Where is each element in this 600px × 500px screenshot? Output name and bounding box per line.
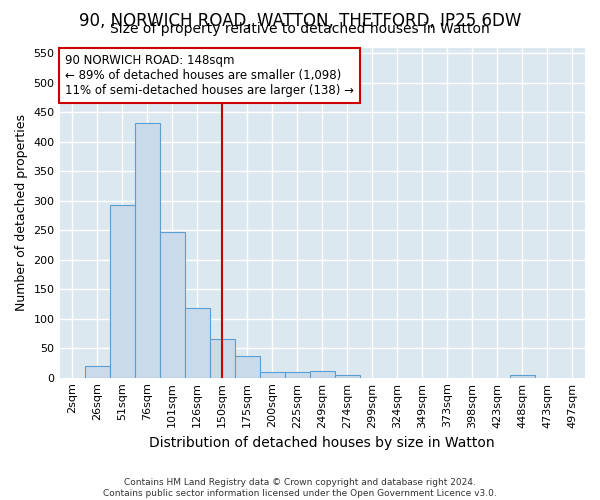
- Y-axis label: Number of detached properties: Number of detached properties: [15, 114, 28, 311]
- Bar: [310, 370, 335, 378]
- Bar: [185, 308, 209, 378]
- Text: 90, NORWICH ROAD, WATTON, THETFORD, IP25 6DW: 90, NORWICH ROAD, WATTON, THETFORD, IP25…: [79, 12, 521, 30]
- X-axis label: Distribution of detached houses by size in Watton: Distribution of detached houses by size …: [149, 436, 495, 450]
- Bar: [335, 374, 360, 378]
- Bar: [134, 123, 160, 378]
- Bar: [209, 340, 235, 378]
- Text: Contains HM Land Registry data © Crown copyright and database right 2024.
Contai: Contains HM Land Registry data © Crown c…: [103, 478, 497, 498]
- Bar: [110, 205, 134, 378]
- Text: Size of property relative to detached houses in Watton: Size of property relative to detached ho…: [110, 22, 490, 36]
- Bar: [285, 372, 310, 378]
- Bar: [85, 366, 110, 378]
- Text: 90 NORWICH ROAD: 148sqm
← 89% of detached houses are smaller (1,098)
11% of semi: 90 NORWICH ROAD: 148sqm ← 89% of detache…: [65, 54, 354, 97]
- Bar: [260, 372, 285, 378]
- Bar: [160, 232, 185, 378]
- Bar: [510, 374, 535, 378]
- Bar: [235, 356, 260, 378]
